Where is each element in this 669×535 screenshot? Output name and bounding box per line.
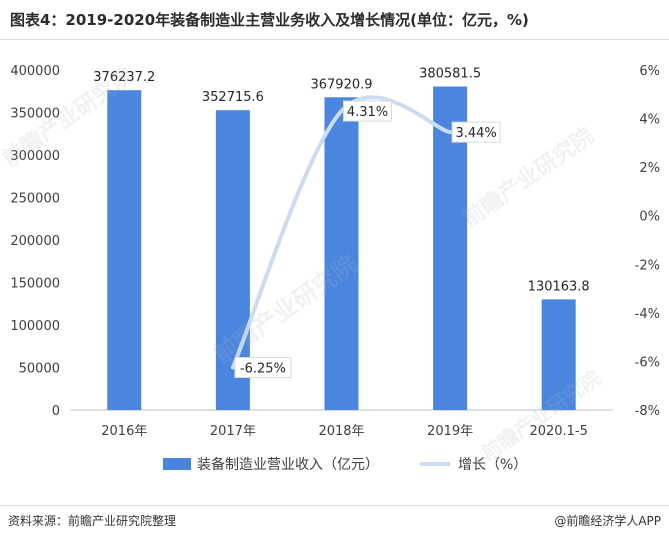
y-tick-label: 400000	[10, 64, 60, 79]
footer: 资料来源：前瞻产业研究院整理 @前瞻经济学人APP	[0, 505, 669, 535]
y-tick-label: 300000	[10, 149, 60, 164]
x-tick-label: 2018年	[318, 424, 364, 439]
bar-value-label: 367920.9	[310, 77, 372, 92]
y-tick-label: 200000	[10, 234, 60, 249]
legend-label-line: 增长（%）	[458, 457, 527, 473]
line-label-box	[234, 357, 292, 378]
y2-tick-label: 6%	[639, 64, 660, 79]
bar-value-label: 352715.6	[202, 90, 264, 105]
y2-tick-label: 2%	[639, 161, 660, 176]
y2-tick-label: 0%	[639, 210, 660, 225]
bar	[324, 97, 359, 410]
line-label-box	[451, 121, 501, 143]
bar-value-label: 130163.8	[528, 279, 590, 294]
bar	[107, 90, 142, 411]
chart-svg: 0 50000 100000 150000 200000 250000 300000 3500…	[10, 64, 660, 473]
legend-label-bar: 装备制造业营业收入（亿元）	[197, 456, 379, 473]
y-tick-label: 0	[52, 404, 60, 419]
y-tick-label: 250000	[10, 192, 60, 207]
credit-note: @前瞻经济学人APP	[554, 514, 661, 528]
bar-value-label: 376237.2	[93, 70, 155, 85]
x-tick-label: 2019年	[427, 424, 473, 439]
line-value-label: 3.44%	[455, 126, 496, 141]
y-tick-label: 350000	[10, 107, 60, 122]
y2-tick-label: -4%	[635, 307, 660, 322]
y2-tick-label: -8%	[635, 404, 660, 419]
bar-value-label: 380581.5	[419, 67, 481, 82]
y2-tick-label: -6%	[635, 355, 660, 370]
y-tick-label: 150000	[10, 277, 60, 292]
line-value-label: 4.31%	[347, 105, 388, 120]
legend-swatch-bar	[163, 458, 191, 470]
bar	[541, 299, 576, 410]
y-tick-label: 50000	[19, 362, 60, 377]
line-value-label: -6.25%	[240, 362, 286, 377]
chart-title: 图表4：2019-2020年装备制造业主营业务收入及增长情况(单位：亿元，%)	[0, 0, 669, 40]
x-tick-label: 2016年	[101, 424, 147, 439]
x-tick-label: 2017年	[210, 424, 256, 439]
source-note: 资料来源：前瞻产业研究院整理	[8, 514, 177, 528]
y-tick-label: 100000	[10, 319, 60, 334]
growth-line	[230, 95, 453, 370]
x-tick-label: 2020.1-5	[529, 424, 587, 439]
y2-tick-label: 4%	[639, 113, 660, 128]
chart-area: 前瞻产业研究院 前瞻产业研究院 前瞻产业研究院 前瞻产业研究院 0 50000 10…	[0, 40, 669, 505]
line-label-box	[343, 100, 392, 122]
y2-tick-label: -2%	[635, 258, 660, 273]
